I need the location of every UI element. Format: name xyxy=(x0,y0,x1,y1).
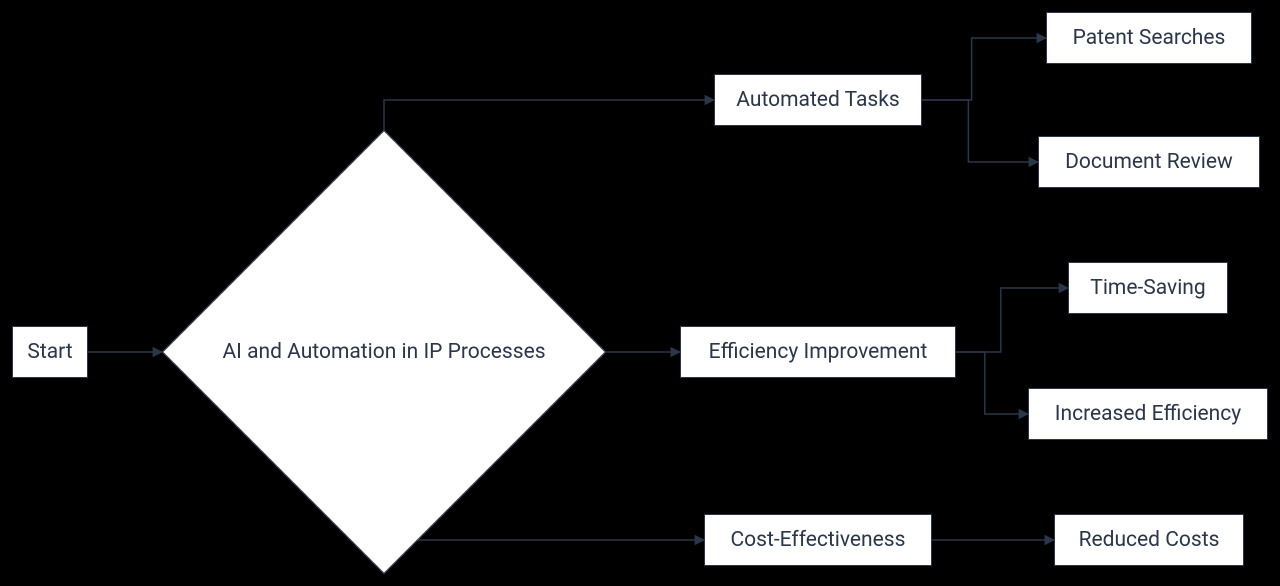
node-ai: AI and Automation in IP Processes xyxy=(162,130,606,574)
node-label: Patent Searches xyxy=(1073,26,1226,50)
node-increased-efficiency: Increased Efficiency xyxy=(1028,388,1268,440)
node-label: Efficiency Improvement xyxy=(709,340,928,364)
node-label: Time-Saving xyxy=(1090,276,1205,300)
node-patent-searches: Patent Searches xyxy=(1046,12,1252,64)
node-time-saving: Time-Saving xyxy=(1068,262,1228,314)
node-automated-tasks: Automated Tasks xyxy=(714,74,922,126)
node-document-review: Document Review xyxy=(1038,136,1260,188)
node-ai-label: AI and Automation in IP Processes xyxy=(222,340,545,364)
node-label: Increased Efficiency xyxy=(1055,402,1241,426)
node-label: Reduced Costs xyxy=(1079,528,1220,552)
node-label: Cost-Effectiveness xyxy=(731,528,906,552)
node-reduced-costs: Reduced Costs xyxy=(1054,514,1244,566)
node-efficiency-improvement: Efficiency Improvement xyxy=(680,326,956,378)
node-label: Document Review xyxy=(1065,150,1233,174)
node-start-label: Start xyxy=(27,340,72,364)
node-start: Start xyxy=(12,326,88,378)
node-label: Automated Tasks xyxy=(736,88,899,112)
node-cost-effectiveness: Cost-Effectiveness xyxy=(704,514,932,566)
